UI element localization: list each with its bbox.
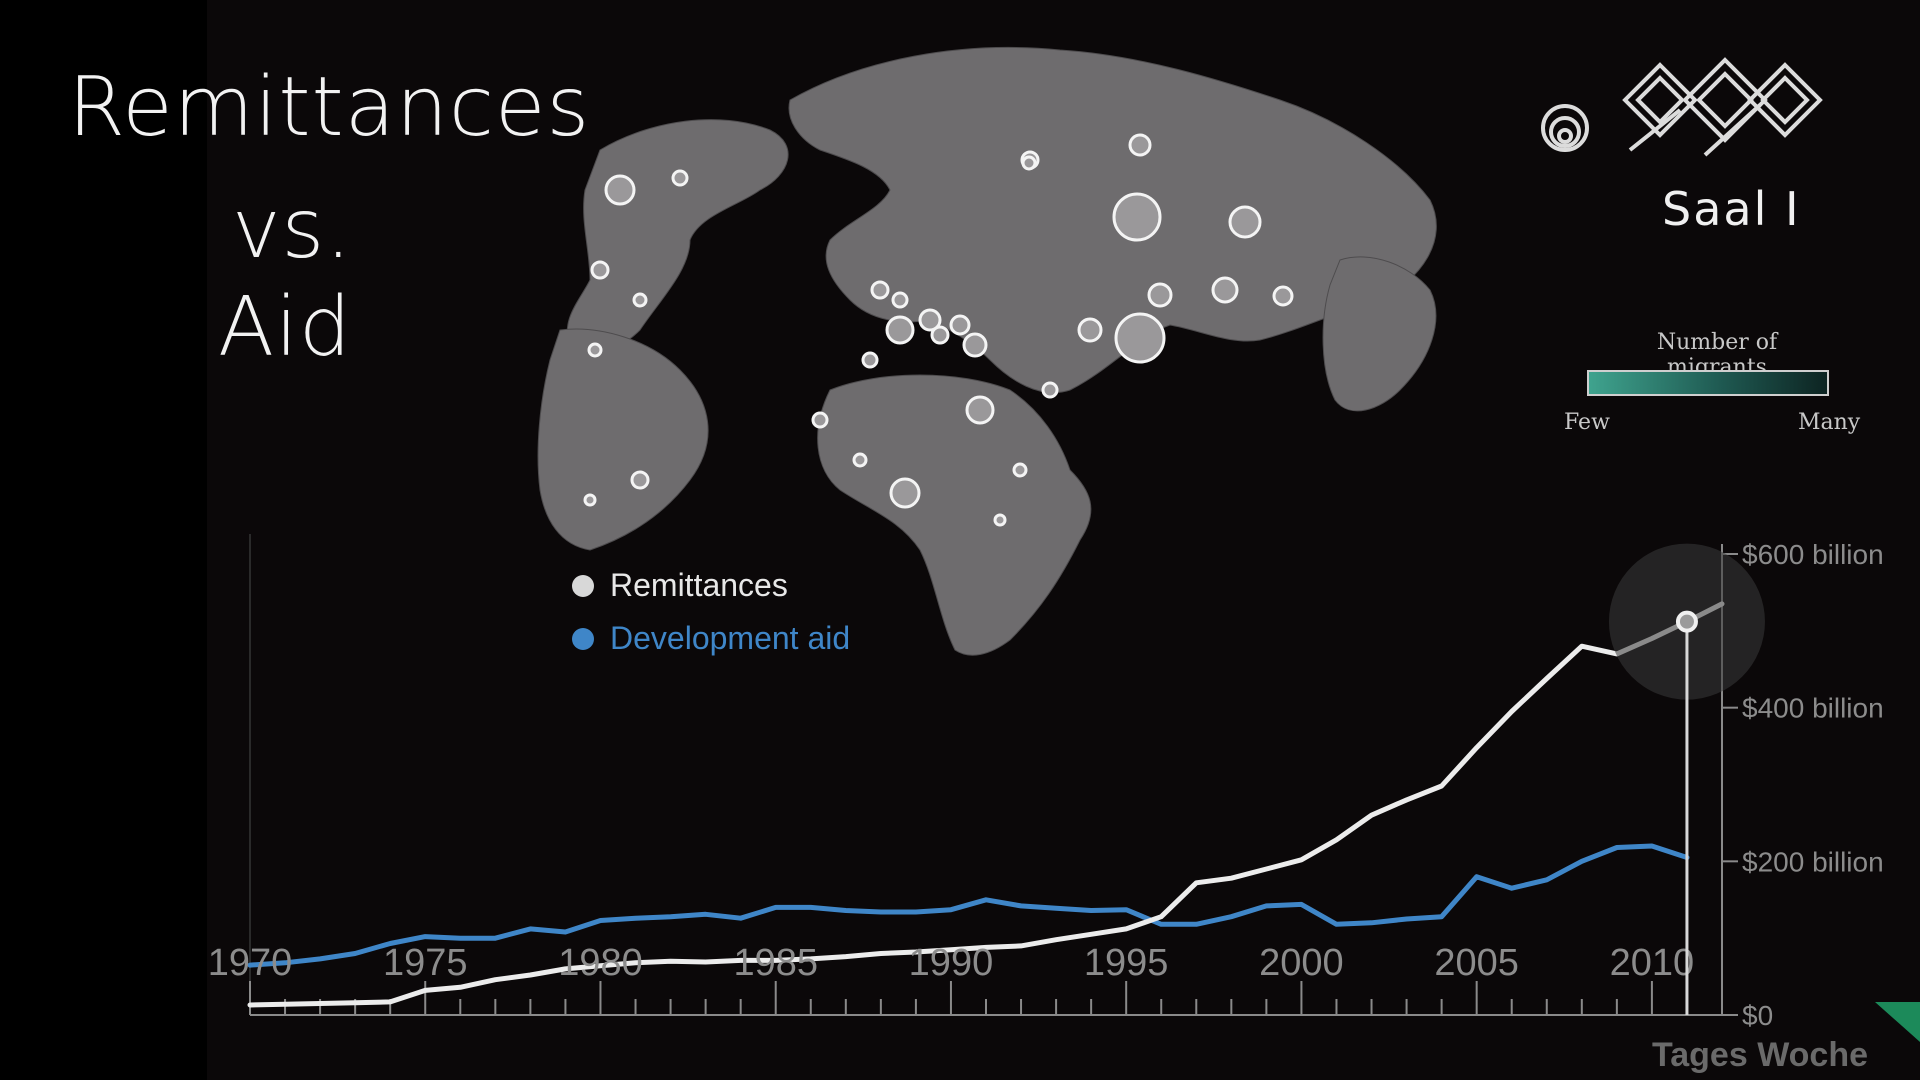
- x-tick-label: 2005: [1434, 942, 1519, 984]
- migrant-bubble: [861, 351, 879, 369]
- migrant-bubble: [1211, 276, 1239, 304]
- map-eurasia: [788, 46, 1437, 394]
- highlight-point[interactable]: [1675, 610, 1698, 633]
- x-tick-label: 1985: [733, 942, 818, 984]
- migrant-bubble: [891, 291, 909, 309]
- slide-title-line-3: Aid: [218, 280, 352, 375]
- migrant-bubble: [1228, 205, 1262, 239]
- migrant-bubble: [949, 314, 971, 336]
- migrant-bubble: [671, 169, 689, 187]
- migrant-gradient-bar: [1587, 370, 1829, 396]
- y-tick-label: $200 billion: [1742, 846, 1884, 877]
- corner-triangle-icon: [1875, 1002, 1920, 1042]
- room-label: Saal I: [1662, 182, 1801, 236]
- migrant-bubble: [1021, 155, 1037, 171]
- x-tick-label: 1970: [208, 942, 293, 984]
- legend-marker-remittances: [572, 575, 594, 597]
- x-tick-label: 2010: [1610, 942, 1695, 984]
- legend-marker-development-aid: [572, 628, 594, 650]
- y-tick-label: $0: [1742, 1000, 1773, 1031]
- migrant-bubble: [870, 280, 890, 300]
- series-line-remittances: [247, 601, 1725, 1008]
- migrant-legend-low: Few: [1564, 410, 1610, 435]
- migrant-bubble: [604, 174, 636, 206]
- map-africa: [817, 374, 1092, 656]
- migrant-bubble: [889, 477, 921, 509]
- x-tick-label: 1975: [383, 942, 468, 984]
- map-oceania: [1322, 256, 1437, 412]
- legend-label-remittances: Remittances: [610, 567, 788, 603]
- migrant-bubbles: [583, 133, 1294, 527]
- migrant-bubble: [1077, 317, 1103, 343]
- migrant-bubble: [811, 411, 829, 429]
- migrant-bubble: [918, 308, 942, 332]
- map-south-america: [537, 328, 709, 551]
- chart-tick-labels: 1970 1975 1980 1985 1990 1995 2000 2005 2010 $0 $2…: [208, 539, 1884, 1031]
- migrant-bubble: [1272, 285, 1294, 307]
- x-tick-label: 2000: [1259, 942, 1344, 984]
- migrant-bubble: [965, 395, 995, 425]
- x-tick-label: 1990: [909, 942, 994, 984]
- migrant-bubble: [993, 513, 1007, 527]
- series-line-development-aid: [247, 843, 1690, 968]
- migrant-legend-high: Many: [1798, 410, 1861, 435]
- migrant-bubble: [1041, 381, 1059, 399]
- migrant-bubble: [583, 493, 597, 507]
- y-tick-label: $400 billion: [1742, 693, 1884, 724]
- migrant-bubble: [1114, 312, 1166, 364]
- migrant-bubble: [962, 332, 988, 358]
- legend-label-development-aid: Development aid: [610, 620, 851, 656]
- migrant-bubble: [885, 315, 915, 345]
- migrant-bubble: [930, 325, 950, 345]
- migrant-color-legend: Number of migrants Few Many: [1562, 330, 1862, 440]
- y-tick-label: $600 billion: [1742, 539, 1884, 570]
- x-tick-label: 1980: [558, 942, 643, 984]
- migrant-bubble: [587, 342, 603, 358]
- migrant-bubble: [1012, 462, 1028, 478]
- chart-series: [247, 601, 1725, 1008]
- migrant-bubble: [590, 260, 610, 280]
- migrant-bubble: [852, 452, 868, 468]
- slide-title-line-1: Remittances: [68, 60, 591, 155]
- migrant-bubble: [632, 292, 648, 308]
- conference-logo-icon: [1541, 57, 1823, 157]
- year-highlight-marker: [1608, 543, 1765, 1015]
- x-tick-label: 1995: [1084, 942, 1169, 984]
- slide-title-line-2: vs.: [232, 182, 353, 277]
- migrant-bubble: [630, 470, 650, 490]
- migrant-bubble: [1128, 133, 1152, 157]
- migrant-bubble: [1112, 192, 1162, 242]
- migrant-bubble: [1147, 282, 1173, 308]
- broadcaster-watermark: Tages Woche: [1652, 1036, 1869, 1074]
